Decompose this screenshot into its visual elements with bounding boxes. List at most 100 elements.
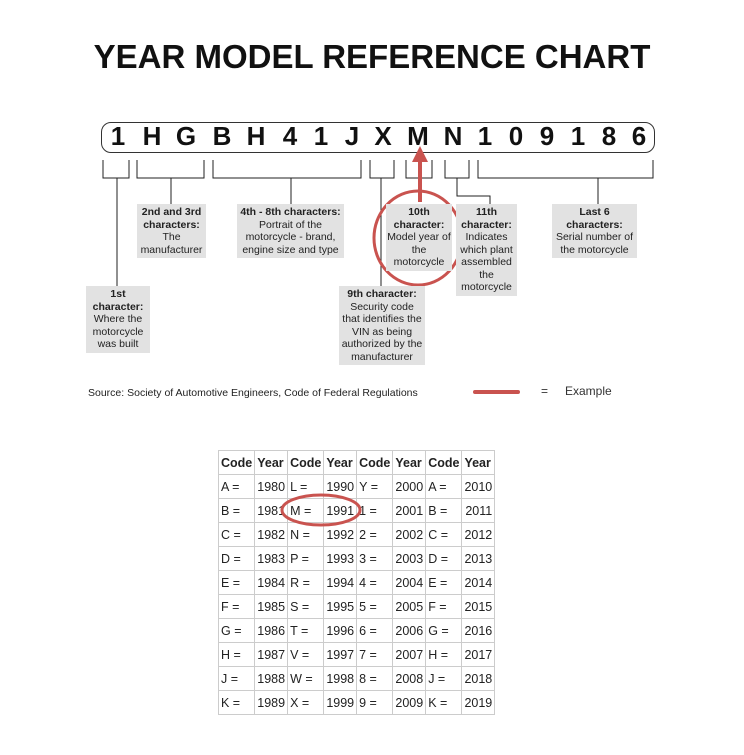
year-cell: 1986 [254,618,289,643]
year-cell: 2015 [461,594,496,619]
year-cell: 2003 [392,546,427,571]
year-cell: 2019 [461,690,496,715]
code-cell: P = [287,546,325,571]
code-cell: G = [425,618,463,643]
year-cell: 1985 [254,594,289,619]
year-cell: 1995 [323,594,358,619]
code-cell: 3 = [356,546,394,571]
year-cell: 2012 [461,522,496,547]
bracket-4th-8th [212,160,362,204]
label-9th: 9th character: Security code that identif… [339,286,425,365]
year-cell: 2008 [392,666,427,691]
code-cell: A = [425,474,463,499]
vin-character: N [443,121,463,151]
vin-character: J [344,121,360,151]
year-cell: 1996 [323,618,358,643]
table-row: A = 1980 L = 1990 Y = 2000 A = 2010 [217,474,496,499]
vin-character: B [212,121,232,151]
year-cell: 1983 [254,546,289,571]
year-cell: 2001 [392,498,427,523]
column-header: Year [461,450,496,475]
year-cell: 1992 [323,522,358,547]
code-cell: X = [287,690,325,715]
year-cell: 1999 [323,690,358,715]
year-cell: 2000 [392,474,427,499]
code-cell: 1 = [356,498,394,523]
table-row: K = 1989 X = 1999 9 = 2009 K = 2019 [217,690,496,715]
code-cell: J = [217,666,256,691]
year-cell: 1987 [254,642,289,667]
code-cell: 2 = [356,522,394,547]
code-cell: 4 = [356,570,394,595]
table-row: J = 1988 W = 1998 8 = 2008 J = 2018 [217,666,496,691]
source-note: Source: Society of Automotive Engineers,… [88,387,418,399]
code-cell: B = [425,498,463,523]
vin-character: 8 [601,121,617,151]
column-header: Year [254,450,289,475]
year-cell: 1982 [254,522,289,547]
year-cell: 1998 [323,666,358,691]
code-cell: S = [287,594,325,619]
vin-character: 4 [282,121,298,151]
bracket-2nd-3rd [136,160,205,204]
year-cell: 1988 [254,666,289,691]
year-cell: 2005 [392,594,427,619]
year-cell: 2010 [461,474,496,499]
vin-character: M [407,121,429,151]
code-cell: K = [217,690,256,715]
table-header-row: Code Year Code Year Code Year Code Year [217,450,496,475]
code-cell: F = [425,594,463,619]
table-row: H = 1987 V = 1997 7 = 2007 H = 2017 [217,642,496,667]
code-cell: G = [217,618,256,643]
column-header: Year [323,450,358,475]
table-row: F = 1985 S = 1995 5 = 2005 F = 2015 [217,594,496,619]
code-cell: D = [217,546,256,571]
code-cell: L = [287,474,325,499]
year-cell: 2016 [461,618,496,643]
year-cell: 1990 [323,474,358,499]
column-header: Code [287,450,325,475]
vin-character: 6 [631,121,647,151]
label-4th-8th: 4th - 8th characters: Portrait of the mot… [237,204,344,258]
bracket-1st [102,160,130,286]
year-cell: 1991 [323,498,358,523]
legend-equals: = [541,384,549,398]
year-code-table: Code Year Code Year Code Year Code Year A = 1980… [217,450,496,715]
year-cell: 2002 [392,522,427,547]
table-row: B = 1981 M = 1991 1 = 2001 B = 2011 [217,498,496,523]
code-cell: F = [217,594,256,619]
vin-character: 0 [508,121,524,151]
vin-character: X [374,121,392,151]
code-cell: K = [425,690,463,715]
year-cell: 2018 [461,666,496,691]
year-cell: 2011 [461,498,496,523]
code-cell: R = [287,570,325,595]
page-title: YEAR MODEL REFERENCE CHART [93,38,651,75]
code-cell: H = [425,642,463,667]
label-1st: 1st character: Where the motorcycle was b… [86,286,150,353]
vin-frame [101,122,655,153]
code-cell: T = [287,618,325,643]
code-cell: N = [287,522,325,547]
vin-character: G [175,121,197,151]
code-cell: J = [425,666,463,691]
bracket-9th [369,160,395,286]
year-cell: 1994 [323,570,358,595]
bracket-11th [444,160,491,204]
vin-character: H [142,121,162,151]
bracket-last-6 [477,160,654,204]
code-cell: D = [425,546,463,571]
code-cell: 7 = [356,642,394,667]
code-cell: A = [217,474,256,499]
year-cell: 2013 [461,546,496,571]
column-header: Year [392,450,427,475]
year-cell: 2006 [392,618,427,643]
code-cell: 6 = [356,618,394,643]
year-cell: 2004 [392,570,427,595]
vin-character: 9 [539,121,555,151]
legend-label: Example [565,384,612,398]
year-cell: 1993 [323,546,358,571]
year-cell: 1980 [254,474,289,499]
code-cell: 5 = [356,594,394,619]
code-cell: E = [217,570,256,595]
